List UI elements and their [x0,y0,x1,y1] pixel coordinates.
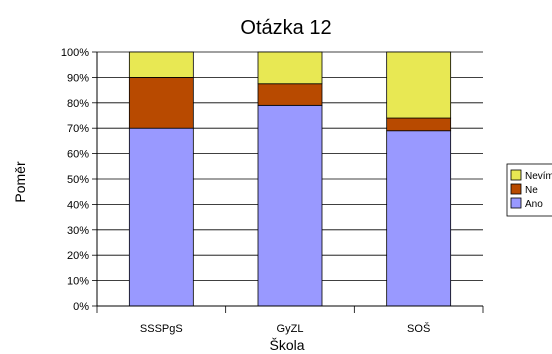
y-tick-label: 70% [67,123,89,135]
x-tick-label: SOŠ [407,322,430,335]
bars [128,51,452,307]
legend-label: Ne [525,185,538,196]
bar-nevím-2 [386,51,452,119]
y-tick-label: 10% [67,276,89,288]
legend-swatch [510,183,522,195]
legend: Nevím Ne Ano [506,163,552,217]
bar-ne-2 [386,117,452,132]
bar-ano-0 [128,127,194,307]
bar-nevím-0 [128,51,194,78]
y-tick-label: 100% [61,47,89,59]
y-axis-ticks: 0% 10% 20% 30% 40% 50% 60% 70% 80% 90% 100% [61,47,97,313]
y-axis-title: Poměr [12,161,28,203]
x-tick-label: SSSPgS [140,323,183,335]
bar-ne-0 [128,77,194,129]
y-tick-label: 40% [67,199,89,211]
x-tick-label: GyZL [277,323,304,335]
legend-swatch [510,197,522,209]
y-tick-label: 20% [67,250,89,262]
bar-ano-1 [257,104,323,307]
legend-label: Ano [525,199,543,210]
y-tick-label: 60% [67,149,89,161]
y-tick-label: 30% [67,225,89,237]
y-tick-label: 90% [67,72,89,84]
legend-swatch [510,169,522,181]
bar-ano-2 [386,130,452,307]
x-axis-title: Škola [269,337,304,353]
x-axis-ticks: SSSPgS GyZL SOŠ [96,306,484,335]
chart-title: Otázka 12 [240,17,331,39]
bar-ne-1 [257,83,323,106]
bar-nevím-1 [257,51,323,85]
y-tick-label: 80% [67,98,89,110]
legend-label: Nevím [525,171,552,182]
y-tick-label: 50% [67,174,89,186]
y-tick-label: 0% [73,301,89,313]
